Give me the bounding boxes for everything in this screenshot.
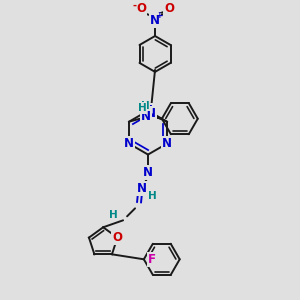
Text: N: N (137, 182, 147, 195)
Text: N: N (143, 166, 153, 179)
Text: N: N (141, 110, 151, 123)
Text: N: N (124, 137, 134, 150)
Text: N: N (162, 137, 172, 150)
Text: N: N (146, 107, 156, 120)
Text: N: N (143, 104, 153, 117)
Text: O: O (136, 2, 146, 15)
Text: -: - (132, 1, 136, 11)
Text: H: H (141, 101, 149, 111)
Text: H: H (109, 210, 118, 220)
Text: H: H (148, 191, 156, 201)
Text: H: H (138, 103, 146, 113)
Text: O: O (164, 2, 174, 15)
Text: O: O (112, 231, 122, 244)
Text: F: F (148, 253, 156, 266)
Text: N: N (150, 14, 160, 27)
Text: +: + (156, 11, 164, 20)
